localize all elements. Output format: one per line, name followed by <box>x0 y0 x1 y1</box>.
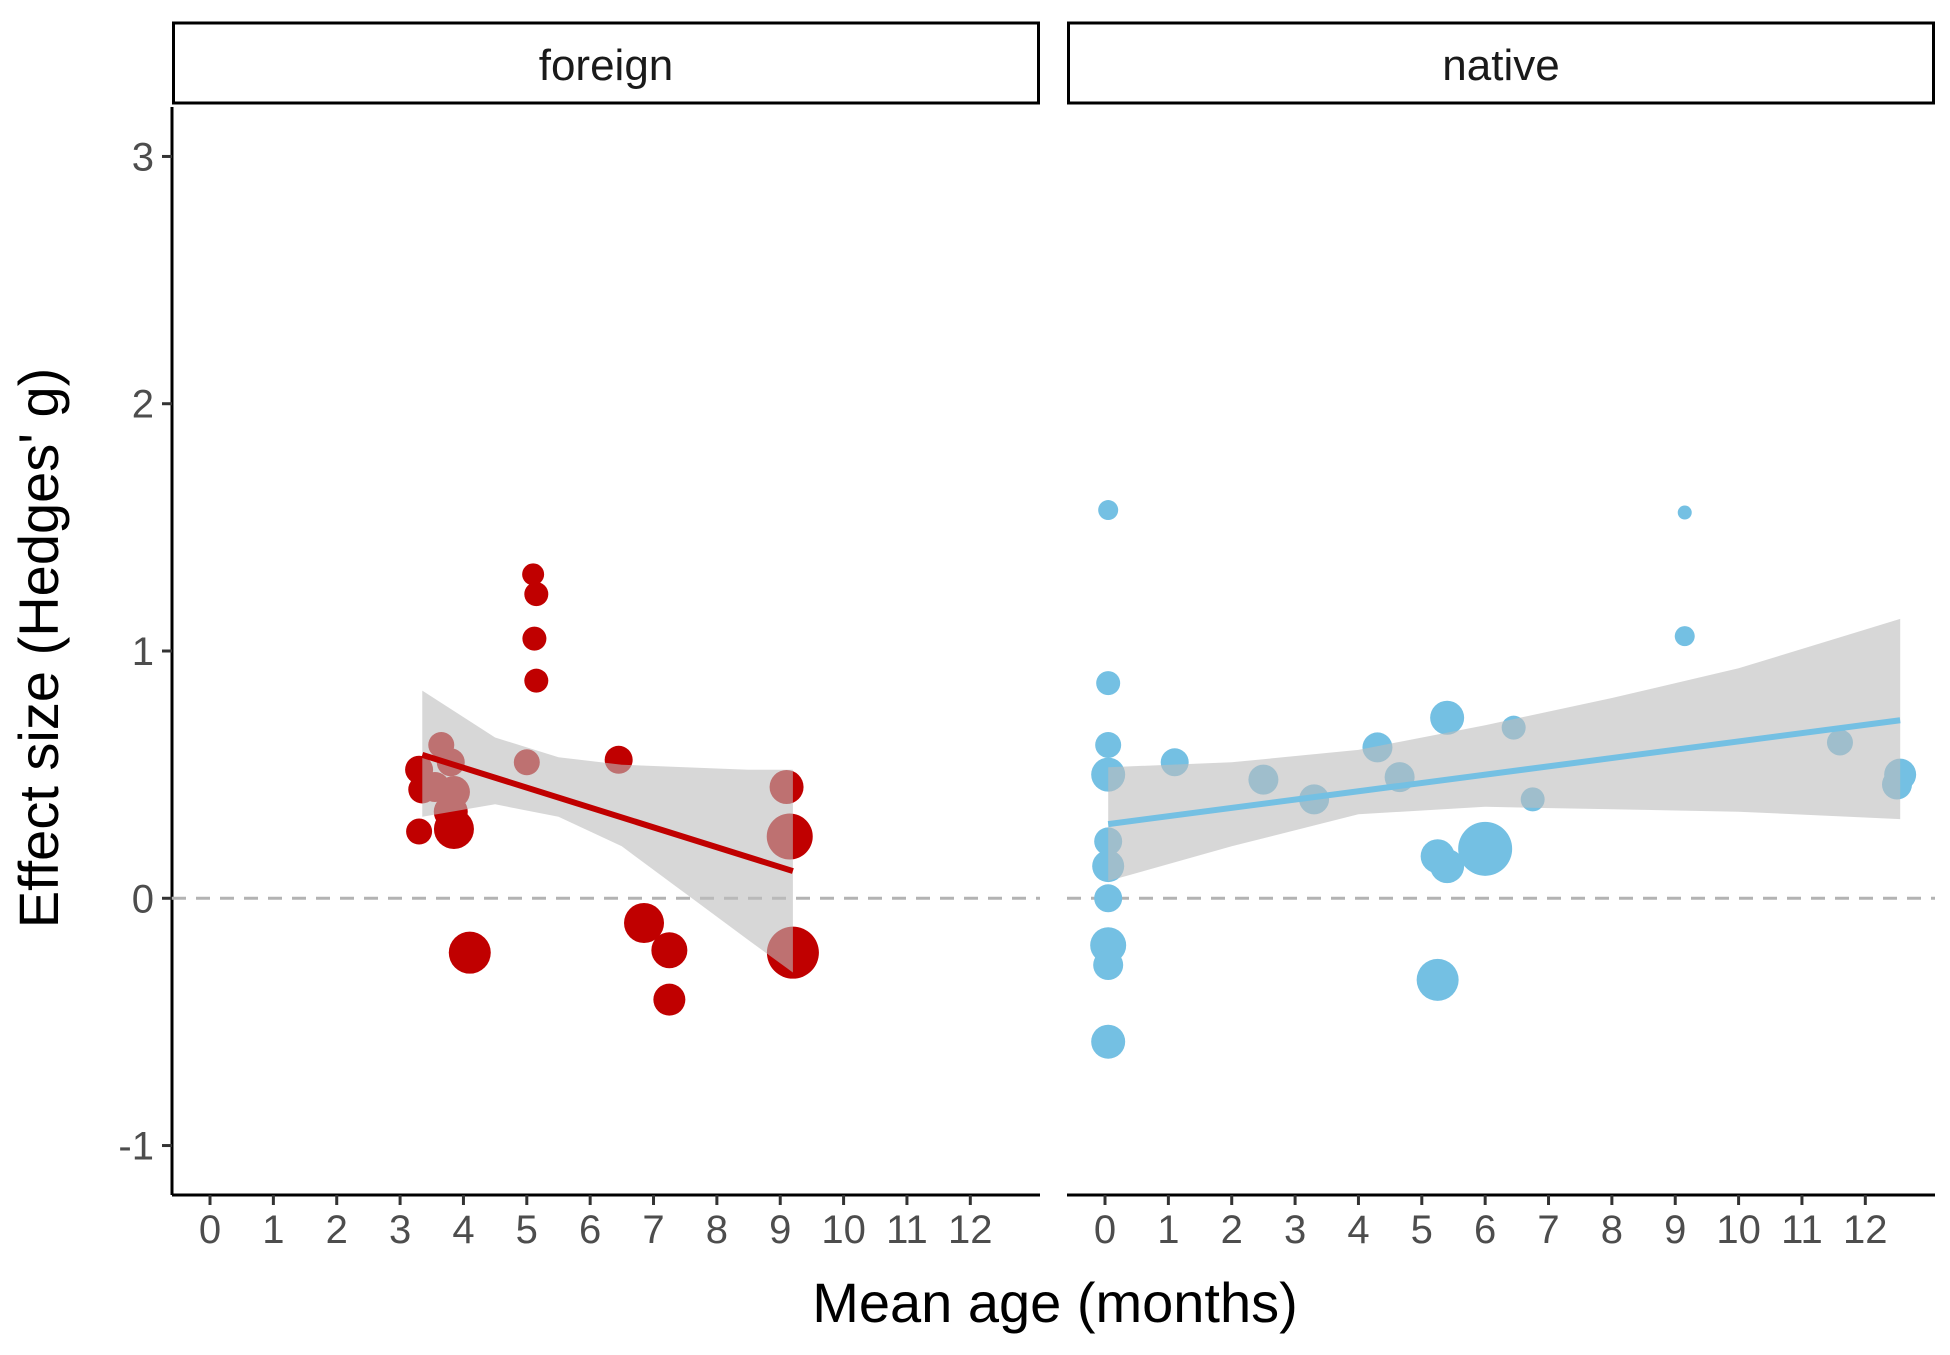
confidence-ribbon <box>422 690 793 973</box>
data-point <box>1098 500 1119 521</box>
x-tick-label: 10 <box>821 1208 866 1252</box>
confidence-ribbon <box>1108 618 1901 881</box>
data-point <box>524 582 549 607</box>
data-point <box>1458 821 1513 876</box>
x-tick-label: 5 <box>516 1208 538 1252</box>
data-point <box>1096 671 1121 696</box>
x-tick-label: 1 <box>1157 1208 1179 1252</box>
y-tick-label: 0 <box>132 877 154 921</box>
x-tick-label: 11 <box>1781 1208 1823 1252</box>
x-tick-label: 6 <box>1474 1208 1496 1252</box>
x-tick-label: 8 <box>706 1208 728 1252</box>
x-tick-label: 7 <box>1537 1208 1559 1252</box>
y-tick-label: 2 <box>132 383 154 427</box>
regression-line <box>1107 717 1901 828</box>
x-tick-label: 8 <box>1601 1208 1623 1252</box>
x-tick-label: 7 <box>642 1208 664 1252</box>
x-tick-label: 3 <box>389 1208 411 1252</box>
data-point <box>433 809 474 850</box>
x-tick-label: 3 <box>1284 1208 1306 1252</box>
x-tick-label: 11 <box>886 1208 928 1252</box>
x-tick-label: 2 <box>326 1208 348 1252</box>
x-tick-label: 4 <box>452 1208 474 1252</box>
x-axis-title: Mean age (months) <box>812 1271 1298 1334</box>
data-point <box>1093 950 1124 981</box>
data-point <box>1094 884 1123 913</box>
x-tick-label: 12 <box>1843 1208 1888 1252</box>
data-point <box>1430 700 1465 735</box>
x-tick-label: 0 <box>199 1208 221 1252</box>
facet-strip-label: foreign <box>539 41 674 90</box>
x-tick-label: 6 <box>579 1208 601 1252</box>
data-point <box>624 903 665 943</box>
data-point <box>1430 849 1465 884</box>
data-point <box>522 626 547 651</box>
data-point <box>522 563 545 586</box>
x-tick-label: 5 <box>1411 1208 1433 1252</box>
x-tick-label: 12 <box>948 1208 993 1252</box>
data-point <box>1095 731 1122 758</box>
x-tick-label: 9 <box>769 1208 791 1252</box>
x-tick-label: 0 <box>1094 1208 1116 1252</box>
data-point <box>1091 1024 1126 1059</box>
x-tick-label: 10 <box>1716 1208 1761 1252</box>
data-point <box>406 818 433 845</box>
y-tick-label: 1 <box>132 630 154 674</box>
data-point <box>1674 626 1695 647</box>
x-tick-label: 2 <box>1221 1208 1243 1252</box>
data-point <box>524 668 549 693</box>
data-point <box>653 983 686 1016</box>
data-point <box>1677 505 1692 520</box>
facet-strip <box>172 21 1040 105</box>
x-tick-label: 9 <box>1664 1208 1686 1252</box>
x-tick-label: 4 <box>1347 1208 1369 1252</box>
y-tick-label: -1 <box>118 1125 154 1169</box>
facet-strip <box>1067 21 1935 105</box>
facet-strip-label: native <box>1442 41 1559 90</box>
y-tick-label: 3 <box>132 135 154 179</box>
data-point <box>1416 958 1459 1001</box>
regression-line <box>421 751 794 874</box>
data-point <box>448 931 491 974</box>
data-point <box>651 932 688 969</box>
x-tick-label: 1 <box>262 1208 284 1252</box>
y-axis-title: Effect size (Hedges' g) <box>7 368 70 929</box>
